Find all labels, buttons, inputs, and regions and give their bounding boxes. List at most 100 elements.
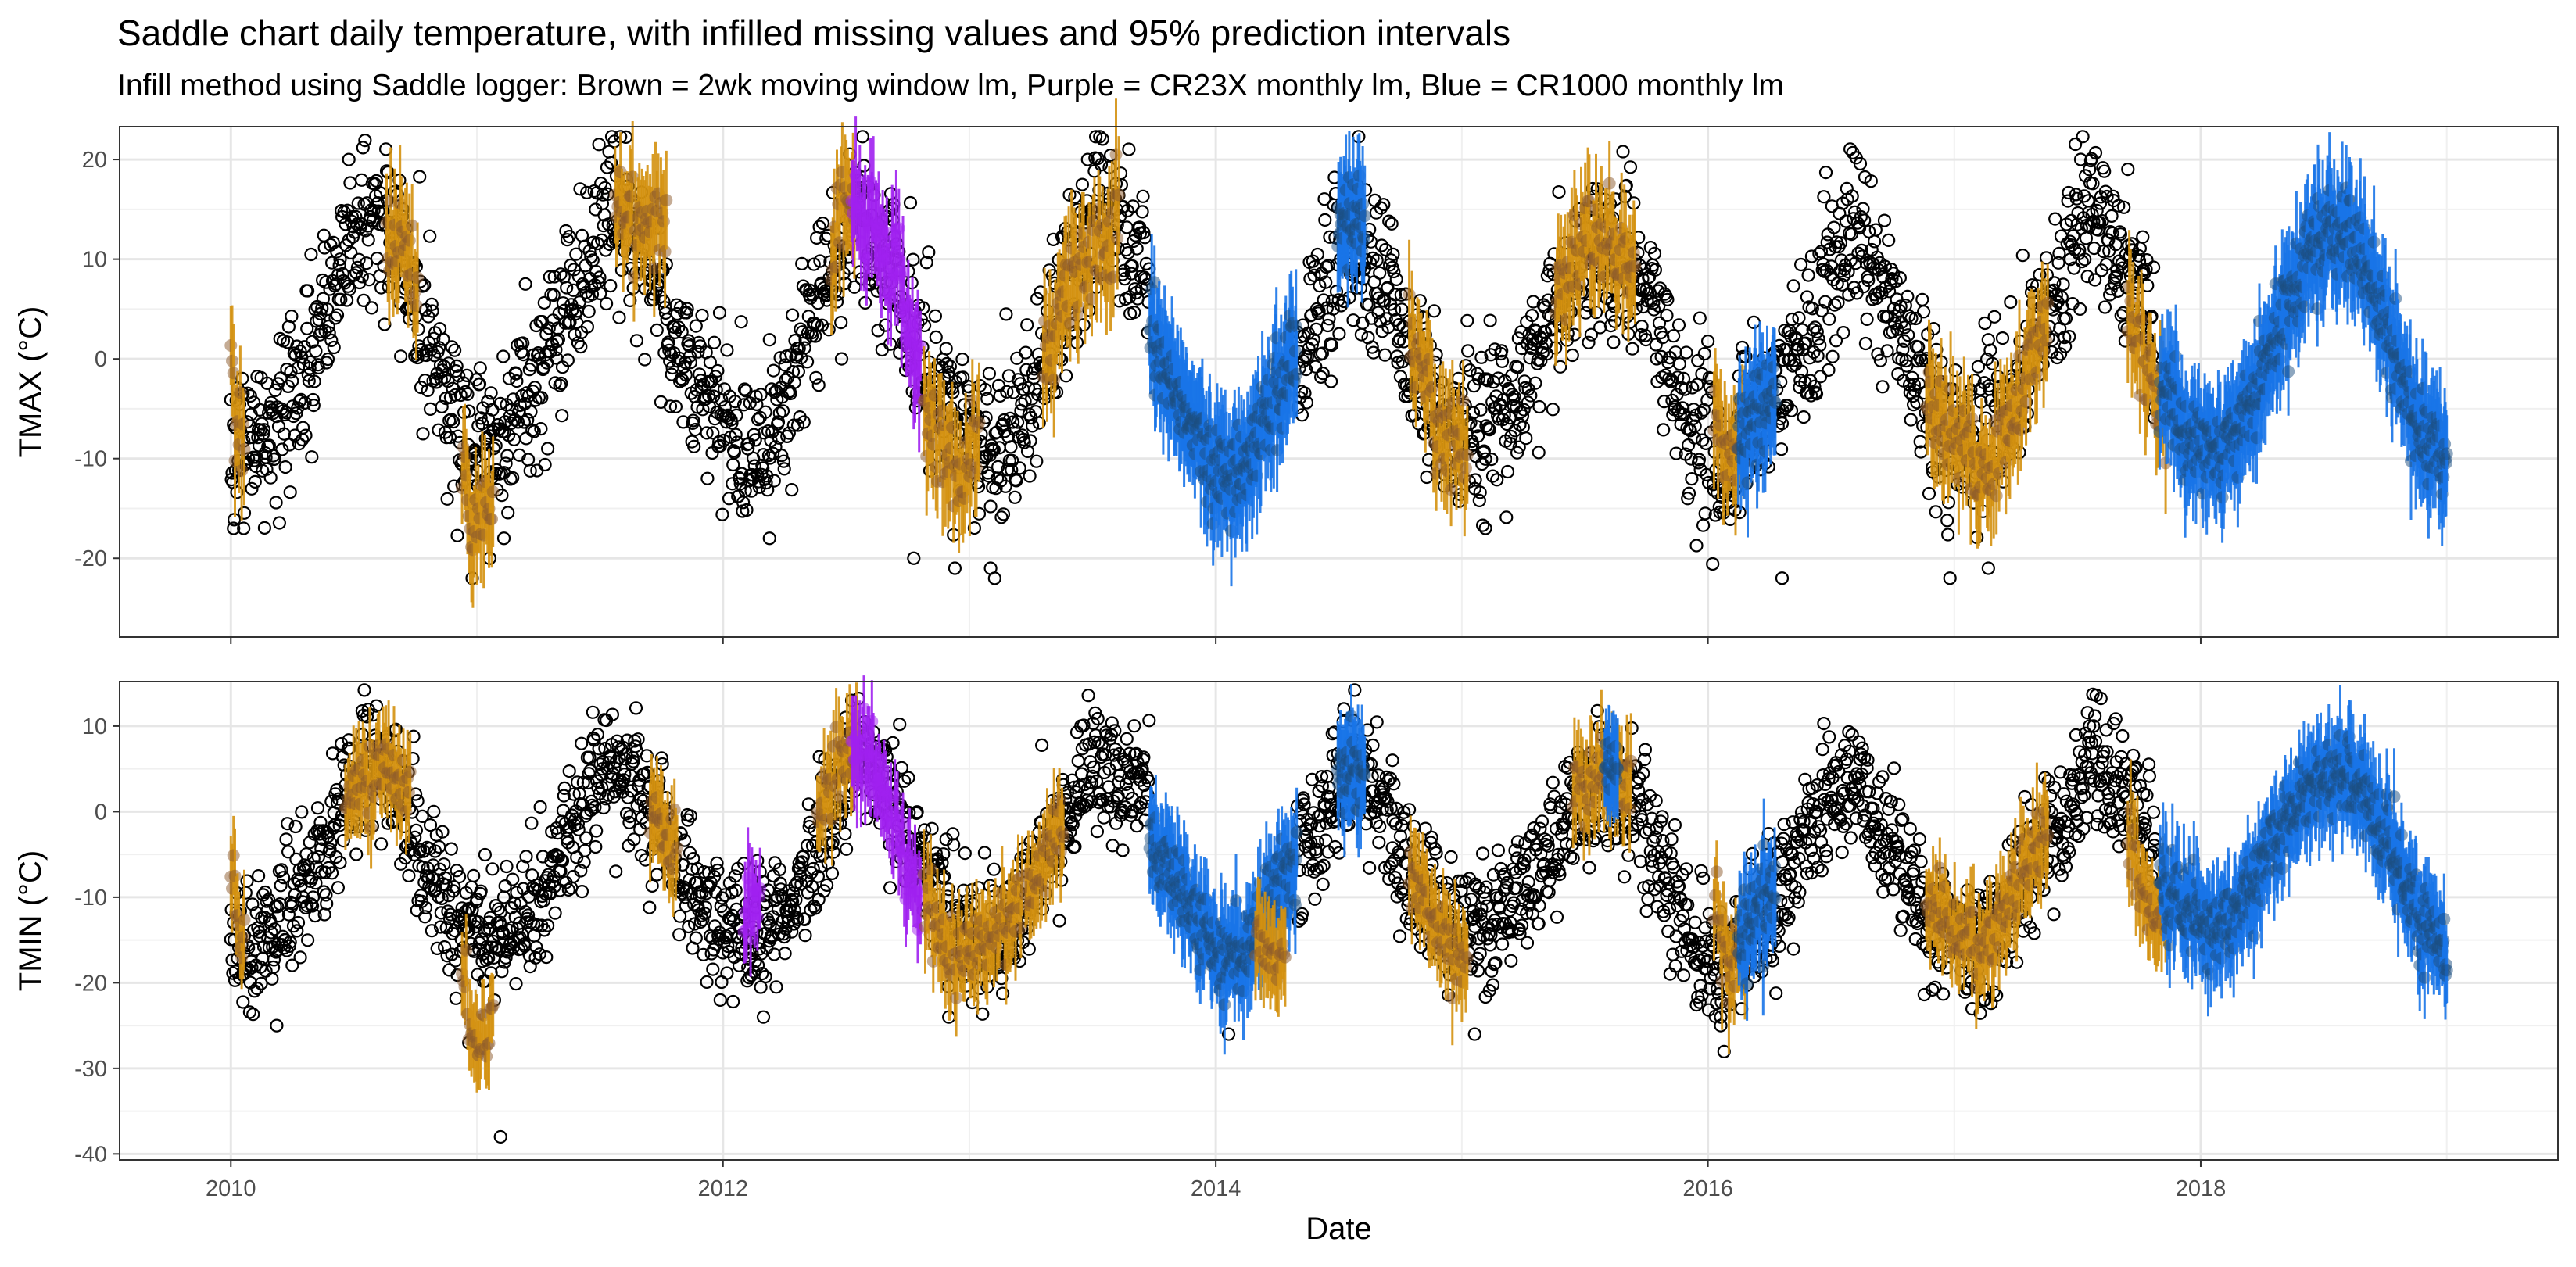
observed-point [675,325,689,339]
observed-point [255,417,269,431]
observed-point [360,256,374,270]
observed-point [344,245,358,259]
observed-point [445,340,459,354]
infilled-point [2030,366,2044,379]
observed-point [327,340,341,355]
infilled-point [1628,259,1642,273]
infilled-point [486,485,500,499]
infilled-point [657,215,670,228]
observed-point [706,426,720,440]
observed-point [553,378,567,392]
observed-point [324,333,339,347]
observed-point [708,370,722,384]
observed-point [580,320,595,334]
observed-point [582,304,596,319]
observed-point [858,295,872,310]
observed-point [299,428,313,442]
infilled-point [658,245,672,258]
observed-point [569,247,583,261]
observed-point [527,424,541,438]
observed-point [554,267,568,281]
observed-point [638,353,652,367]
observed-point [332,258,346,272]
observed-point [775,449,789,463]
observed-point [364,301,379,315]
infilled-point [236,417,249,431]
observed-point [739,384,753,398]
observed-point [413,170,427,184]
observed-point [797,415,811,429]
observed-point [257,521,271,535]
observed-point [285,310,299,324]
observed-point [518,277,532,291]
observed-point [307,374,321,388]
infilled-point [485,513,498,526]
infilled-point [410,299,423,312]
observed-point [440,492,454,506]
chart-title: Saddle chart daily temperature, with inf… [117,13,1511,53]
observed-point [815,318,829,332]
observed-point [928,309,943,323]
observed-point [751,413,765,427]
observed-point [556,296,571,310]
observed-point [922,245,936,259]
observed-point [903,195,918,210]
observed-point [446,414,460,429]
observed-point [356,141,370,155]
infilled-point [1289,320,1302,333]
infilled-point [1603,177,1616,190]
observed-point [906,252,920,267]
observed-point [919,256,933,270]
observed-point [812,220,826,234]
observed-point [585,287,600,302]
observed-point [321,352,335,367]
infilled-point [2367,235,2381,249]
observed-point [551,332,566,346]
observed-point [263,471,278,485]
observed-point [322,326,336,340]
observed-point [687,439,701,453]
observed-point [496,349,511,363]
observed-point [493,396,507,411]
observed-point [355,270,369,284]
observed-point [582,244,597,258]
observed-point [809,370,823,385]
observed-point [700,471,715,485]
observed-point [564,258,578,273]
observed-point [629,334,644,348]
observed-point [436,332,450,346]
observed-point [283,485,297,499]
infilled-point [1460,461,1472,474]
observed-point [269,496,283,510]
observed-point [735,467,749,481]
observed-point [258,446,272,460]
infilled-point [973,416,986,429]
observed-point [309,344,323,358]
infilled-point [1290,367,1303,381]
observed-point [287,346,301,360]
observed-point [369,174,384,188]
observed-point [523,463,537,478]
observed-point [292,394,306,408]
observed-point [767,474,781,488]
observed-point [593,270,607,285]
observed-point [574,340,588,354]
observed-point [561,353,575,367]
observed-point [450,359,464,373]
observed-point [361,233,375,247]
observed-point [695,308,709,323]
observed-point [808,317,822,331]
infilled-point [2037,345,2051,358]
observed-point [776,404,790,418]
infilled-point [226,354,238,367]
observed-point [711,363,725,378]
observed-point [484,386,498,400]
infilled-point [1072,300,1085,313]
observed-point [305,450,319,464]
infilled-point [1965,412,1979,425]
observed-point [288,428,302,442]
observed-point [686,413,700,428]
observed-point [538,457,552,472]
